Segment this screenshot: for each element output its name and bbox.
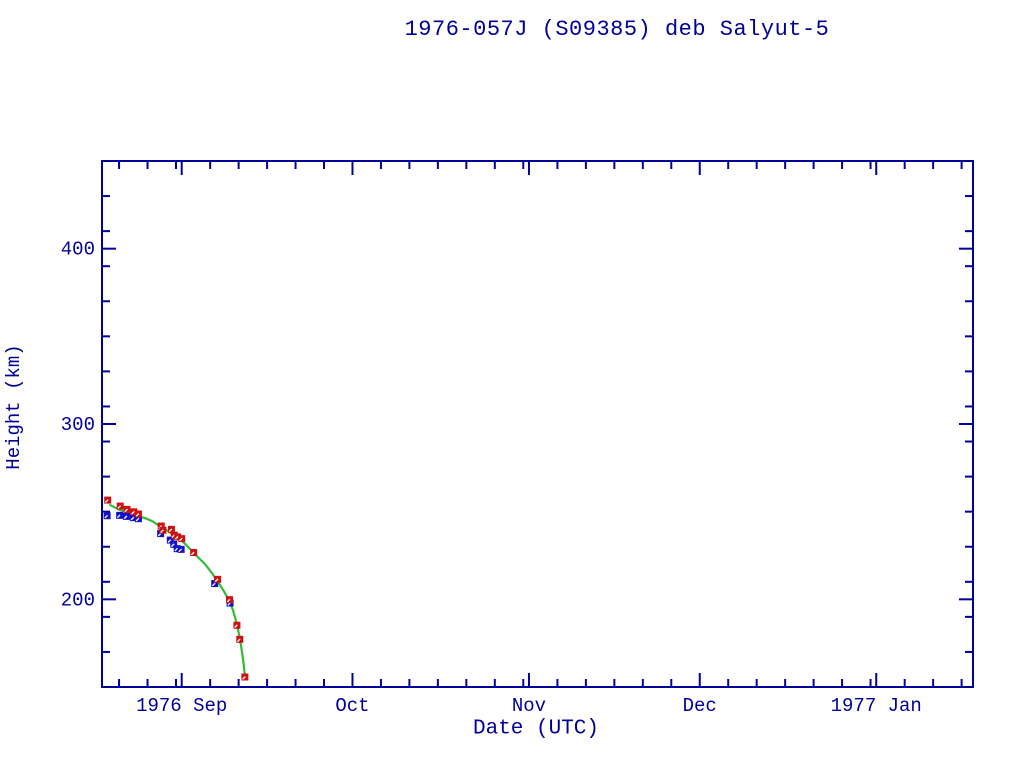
apogee-point-notch bbox=[174, 536, 179, 540]
x-tick-label: 1977 Jan bbox=[831, 695, 922, 717]
perigee-point-notch bbox=[174, 547, 179, 552]
x-tick-label: Dec bbox=[683, 695, 717, 717]
apogee-point-notch bbox=[242, 676, 246, 680]
x-tick-label: Oct bbox=[335, 695, 369, 717]
x-tick-label: Nov bbox=[512, 695, 546, 717]
plot-frame bbox=[101, 160, 974, 688]
apogee-point-notch bbox=[160, 529, 164, 534]
x-tick-label: 1976 Sep bbox=[136, 695, 227, 717]
apogee-point-notch bbox=[190, 551, 195, 556]
apogee-point-notch bbox=[135, 513, 140, 517]
perigee-point-notch bbox=[123, 515, 128, 520]
y-tick-label: 200 bbox=[61, 589, 95, 611]
apogee-point-notch bbox=[131, 510, 135, 515]
x-axis-label: Date (UTC) bbox=[472, 717, 600, 741]
perigee-point-notch bbox=[167, 539, 172, 543]
apogee-point-notch bbox=[226, 598, 231, 603]
apogee-point-notch bbox=[104, 499, 109, 503]
mean-height-line bbox=[108, 503, 246, 677]
y-tick-label: 300 bbox=[61, 414, 95, 436]
perigee-point-notch bbox=[116, 514, 121, 519]
perigee-point-notch bbox=[104, 514, 108, 519]
perigee-point-notch bbox=[130, 516, 135, 521]
y-tick-label: 400 bbox=[61, 239, 95, 261]
apogee-point-notch bbox=[117, 505, 122, 509]
apogee-point-notch bbox=[214, 578, 219, 583]
apogee-point-notch bbox=[237, 638, 241, 643]
apogee-point-notch bbox=[178, 537, 183, 542]
apogee-point-notch bbox=[124, 508, 128, 513]
chart-title: 1976-057J (S09385) deb Salyut-5 bbox=[404, 17, 830, 42]
perigee-point-notch bbox=[170, 543, 175, 548]
apogee-point-notch bbox=[234, 624, 238, 629]
perigee-point-notch bbox=[178, 548, 182, 553]
perigee-point-notch bbox=[211, 582, 216, 587]
perigee-point-notch bbox=[135, 517, 140, 522]
apogee-point-notch bbox=[168, 528, 173, 533]
